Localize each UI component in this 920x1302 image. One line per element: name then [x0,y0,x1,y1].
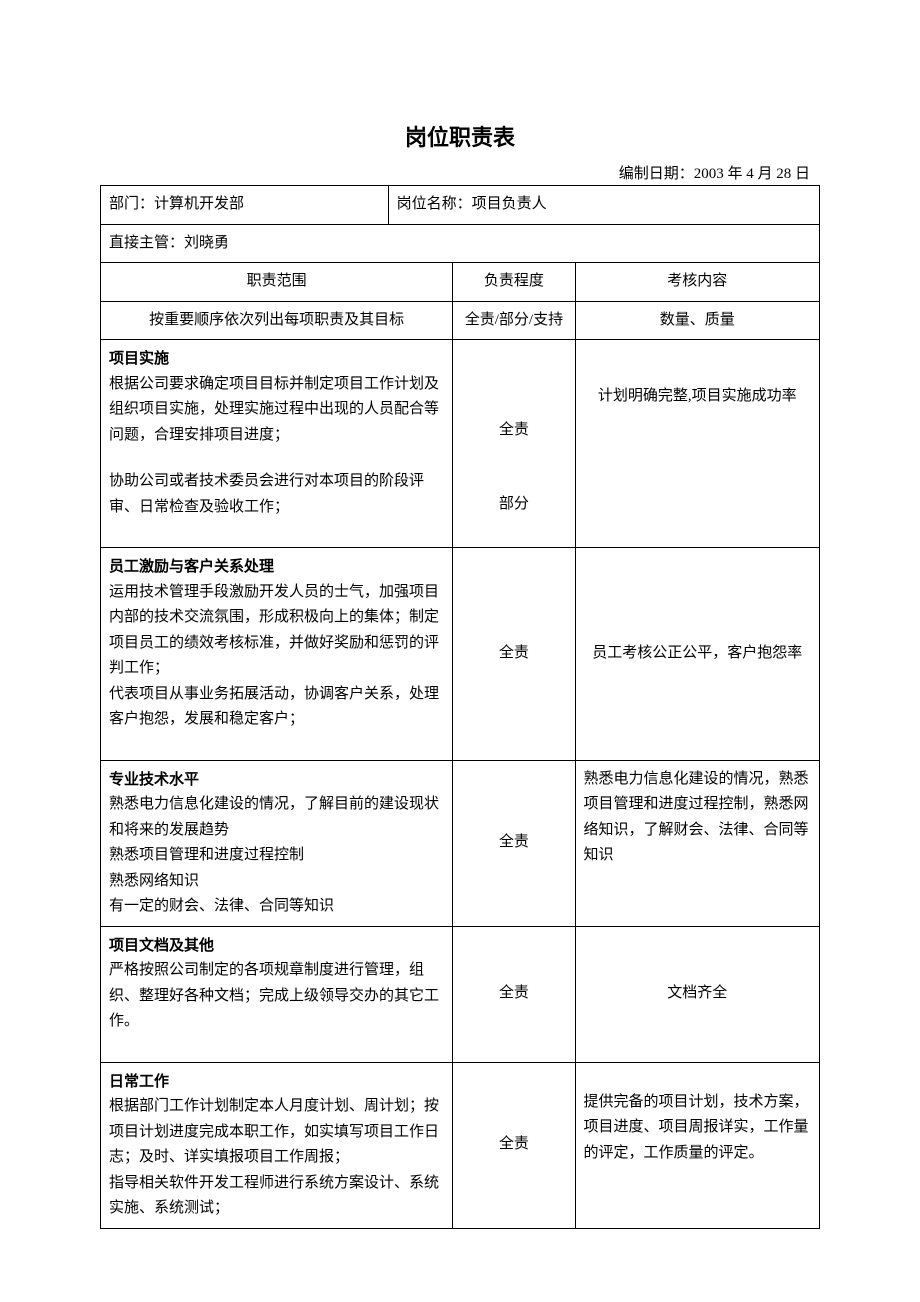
degree-header: 负责程度 [453,263,575,301]
metric-cell: 计划明确完整,项目实施成功率 [575,340,819,548]
responsibility-body: 根据部门工作计划制定本人月度计划、周计划；按项目计划进度完成本职工作，如实填写项… [109,1094,444,1222]
date-prefix: 编制日期： [619,166,694,182]
document-title: 岗位职责表 [100,120,820,152]
scope-cell: 项目实施 根据公司要求确定项目目标并制定项目工作计划及组织项目实施，处理实施过程… [101,340,453,548]
responsibility-title: 项目实施 [109,346,444,372]
column-header-row: 职责范围 负责程度 考核内容 [101,263,820,301]
date-value: 2003 年 4 月 28 日 [694,166,810,182]
metric-subheader: 数量、质量 [575,301,819,340]
degree-cell: 全责 [453,1062,575,1228]
degree-subheader: 全责/部分/支持 [453,301,575,340]
responsibility-title: 专业技术水平 [109,767,444,793]
degree-value-2: 部分 [461,492,566,518]
scope-cell: 日常工作 根据部门工作计划制定本人月度计划、周计划；按项目计划进度完成本职工作，… [101,1062,453,1228]
scope-header: 职责范围 [101,263,453,301]
metric-cell: 文档齐全 [575,926,819,1062]
table-row: 专业技术水平 熟悉电力信息化建设的情况，了解目前的建设现状和将来的发展趋势 熟悉… [101,760,820,926]
scope-cell: 员工激励与客户关系处理 运用技术管理手段激励开发人员的士气，加强项目内部的技术交… [101,548,453,761]
scope-cell: 专业技术水平 熟悉电力信息化建设的情况，了解目前的建设现状和将来的发展趋势 熟悉… [101,760,453,926]
responsibility-body: 严格按照公司制定的各项规章制度进行管理，组织、整理好各种文档；完成上级领导交办的… [109,958,444,1035]
responsibility-body: 熟悉电力信息化建设的情况，了解目前的建设现状和将来的发展趋势 熟悉项目管理和进度… [109,792,444,920]
degree-cell: 全责 [453,548,575,761]
header-table: 部门：计算机开发部 岗位名称：项目负责人 直接主管：刘晓勇 [100,185,820,263]
scope-cell: 项目文档及其他 严格按照公司制定的各项规章制度进行管理，组织、整理好各种文档；完… [101,926,453,1062]
document-date: 编制日期：2003 年 4 月 28 日 [100,162,820,183]
degree-cell: 全责 [453,760,575,926]
degree-cell: 全责 [453,926,575,1062]
supervisor-label: 直接主管： [109,235,184,251]
degree-value: 全责 [461,418,566,444]
supervisor-cell: 直接主管：刘晓勇 [101,224,820,263]
responsibility-body-2: 协助公司或者技术委员会进行对本项目的阶段评审、日常检查及验收工作； [109,469,444,520]
spacer [109,448,444,469]
dept-cell: 部门：计算机开发部 [101,186,389,225]
responsibility-body: 根据公司要求确定项目目标并制定项目工作计划及组织项目实施，处理实施过程中出现的人… [109,372,444,449]
dept-label: 部门： [109,196,154,212]
dept-value: 计算机开发部 [154,196,244,212]
responsibility-title: 日常工作 [109,1069,444,1095]
metric-cell: 提供完备的项目计划，技术方案，项目进度、项目周报详实，工作量的评定，工作质量的评… [575,1062,819,1228]
metric-header: 考核内容 [575,263,819,301]
position-label: 岗位名称： [397,196,472,212]
header-row-supervisor: 直接主管：刘晓勇 [101,224,820,263]
spacer [109,733,444,754]
table-row: 日常工作 根据部门工作计划制定本人月度计划、周计划；按项目计划进度完成本职工作，… [101,1062,820,1228]
spacer [109,1035,444,1056]
position-value: 项目负责人 [472,196,547,212]
metric-cell: 熟悉电力信息化建设的情况，熟悉项目管理和进度过程控制，熟悉网络知识，了解财会、法… [575,760,819,926]
position-cell: 岗位名称：项目负责人 [388,186,819,225]
spacer [109,520,444,541]
header-row-dept-position: 部门：计算机开发部 岗位名称：项目负责人 [101,186,820,225]
table-row: 员工激励与客户关系处理 运用技术管理手段激励开发人员的士气，加强项目内部的技术交… [101,548,820,761]
metric-cell: 员工考核公正公平，客户抱怨率 [575,548,819,761]
column-subheader-row: 按重要顺序依次列出每项职责及其目标 全责/部分/支持 数量、质量 [101,301,820,340]
responsibility-table: 职责范围 负责程度 考核内容 按重要顺序依次列出每项职责及其目标 全责/部分/支… [100,263,820,1229]
responsibility-title: 项目文档及其他 [109,933,444,959]
table-row: 项目实施 根据公司要求确定项目目标并制定项目工作计划及组织项目实施，处理实施过程… [101,340,820,548]
responsibility-body: 运用技术管理手段激励开发人员的士气，加强项目内部的技术交流氛围，形成积极向上的集… [109,580,444,733]
degree-cell: 全责 部分 [453,340,575,548]
supervisor-value: 刘晓勇 [184,235,229,251]
scope-subheader: 按重要顺序依次列出每项职责及其目标 [101,301,453,340]
responsibility-title: 员工激励与客户关系处理 [109,554,444,580]
table-row: 项目文档及其他 严格按照公司制定的各项规章制度进行管理，组织、整理好各种文档；完… [101,926,820,1062]
